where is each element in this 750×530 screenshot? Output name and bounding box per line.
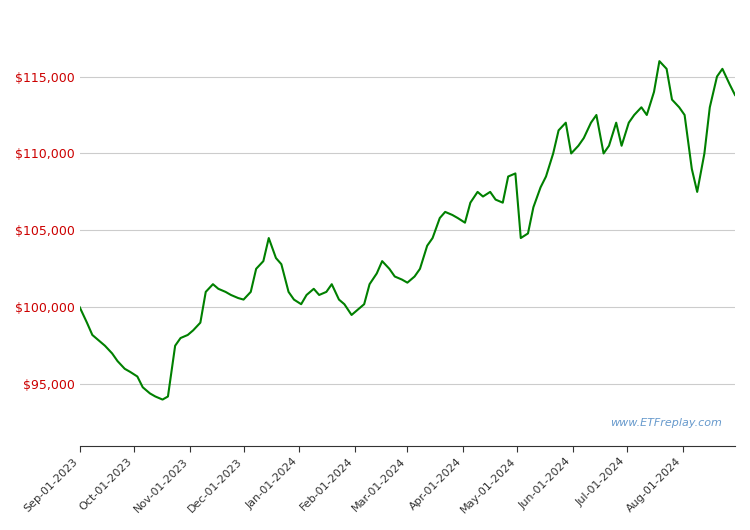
Text: www.ETFreplay.com: www.ETFreplay.com	[610, 419, 722, 428]
